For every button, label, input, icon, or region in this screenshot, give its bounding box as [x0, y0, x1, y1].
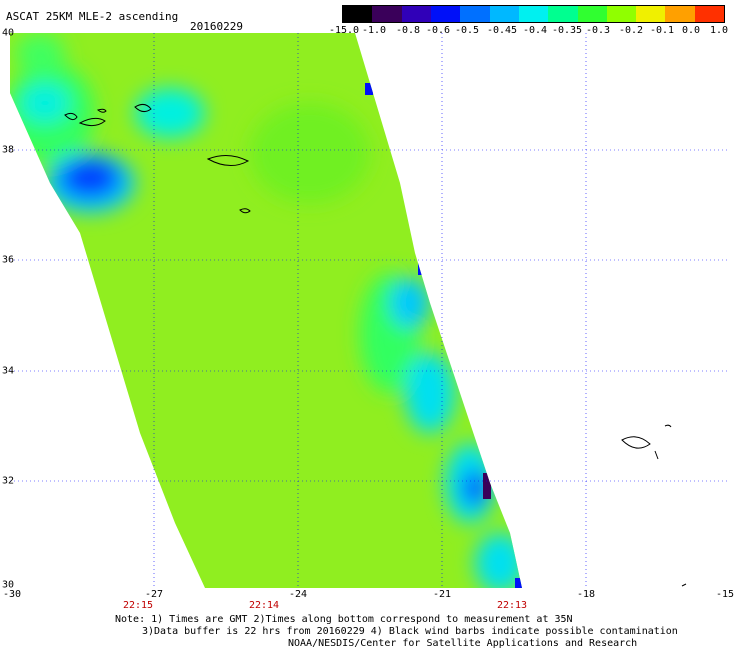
time-label: 22:14	[248, 600, 280, 611]
colorbar-segment	[343, 6, 373, 22]
colorbar-label: -1.0	[361, 25, 387, 36]
lon-label: -30	[2, 589, 22, 600]
lon-label: -21	[432, 589, 452, 600]
lon-label: -24	[288, 589, 308, 600]
lon-label: -15	[715, 589, 735, 600]
colorbar-label: 1.0	[709, 25, 729, 36]
footer-note-1: Note: 1) Times are GMT 2)Times along bot…	[115, 614, 573, 625]
colorbar-label: -0.6	[425, 25, 451, 36]
graticule	[10, 33, 730, 588]
colorbar-segment	[606, 6, 637, 22]
footer-note-3: NOAA/NESDIS/Center for Satellite Applica…	[288, 638, 638, 649]
colorbar-segment	[694, 6, 725, 22]
colorbar-segment	[401, 6, 431, 22]
colorbar-label: -0.8	[395, 25, 421, 36]
time-label: 22:13	[496, 600, 528, 611]
colorbar-label: -0.2	[618, 25, 644, 36]
lat-label: 36	[2, 254, 15, 266]
time-label: 22:15	[122, 600, 154, 611]
lat-label: 40	[2, 27, 15, 39]
colorbar-segment	[518, 6, 549, 22]
lat-label: 32	[2, 475, 15, 487]
lat-label: 30	[2, 579, 15, 591]
colorbar-segment	[460, 6, 490, 22]
colorbar-label: -0.1	[649, 25, 675, 36]
colorbar-segment	[548, 6, 578, 22]
colorbar-label: -0.5	[454, 25, 480, 36]
lat-label: 38	[2, 144, 15, 156]
footer-note-2: 3)Data buffer is 22 hrs from 20160229 4)…	[142, 626, 678, 637]
colorbar-label: -0.4	[522, 25, 548, 36]
colorbar-segment	[577, 6, 607, 22]
colorbar-segment	[665, 6, 695, 22]
lon-label: -27	[144, 589, 164, 600]
colorbar-segment	[430, 6, 461, 22]
coastlines	[64, 103, 687, 587]
colorbar-label: 0.0	[681, 25, 701, 36]
colorbar-label: -0.45	[486, 25, 518, 36]
lat-label: 34	[2, 365, 15, 377]
colorbar-label: -0.35	[551, 25, 583, 36]
map-title: ASCAT 25KM MLE-2 ascending	[6, 10, 179, 23]
wind-map	[10, 33, 730, 588]
colorbar	[342, 5, 725, 23]
map-date: 20160229	[190, 20, 243, 33]
lon-label: -18	[576, 589, 596, 600]
colorbar-segment	[636, 6, 666, 22]
colorbar-label: -15.0	[328, 25, 360, 36]
colorbar-segment	[372, 6, 402, 22]
colorbar-label: -0.3	[585, 25, 611, 36]
colorbar-segment	[489, 6, 519, 22]
